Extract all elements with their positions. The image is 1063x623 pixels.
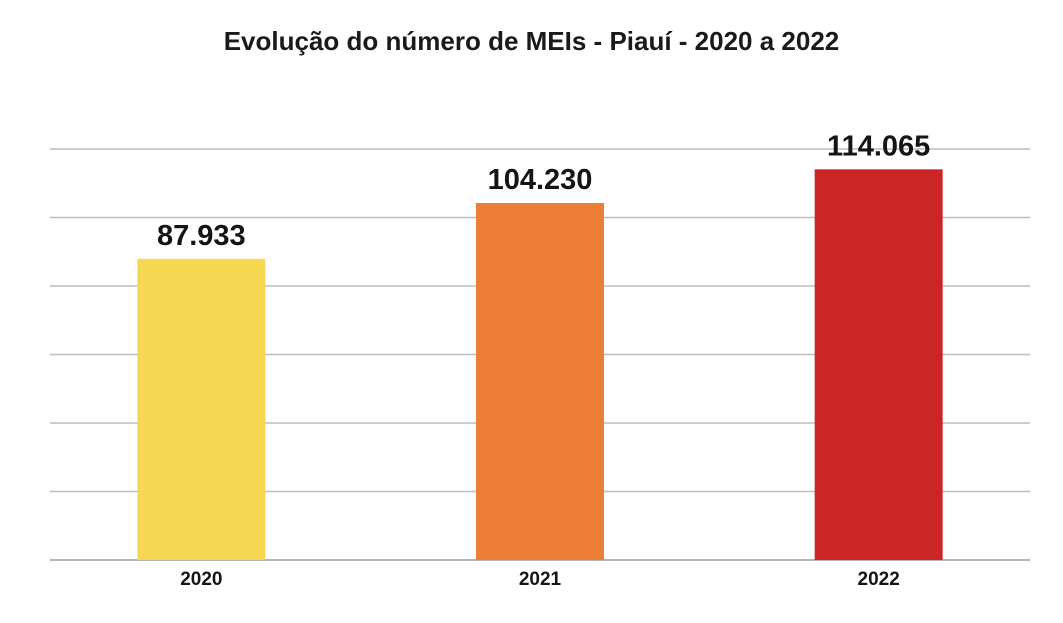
chart-title: Evolução do número de MEIs - Piauí - 202… (223, 26, 840, 56)
x-tick-label-2022: 2022 (858, 569, 900, 590)
x-tick-label-2020: 2020 (180, 569, 222, 590)
value-label-2021: 104.230 (488, 164, 593, 196)
bar-2021 (476, 203, 604, 560)
x-tick-label-2021: 2021 (519, 569, 562, 590)
value-label-2022: 114.065 (827, 130, 930, 162)
bar-2022 (814, 169, 943, 560)
bar-2020 (137, 258, 266, 560)
value-label-2020: 87.933 (157, 220, 246, 252)
